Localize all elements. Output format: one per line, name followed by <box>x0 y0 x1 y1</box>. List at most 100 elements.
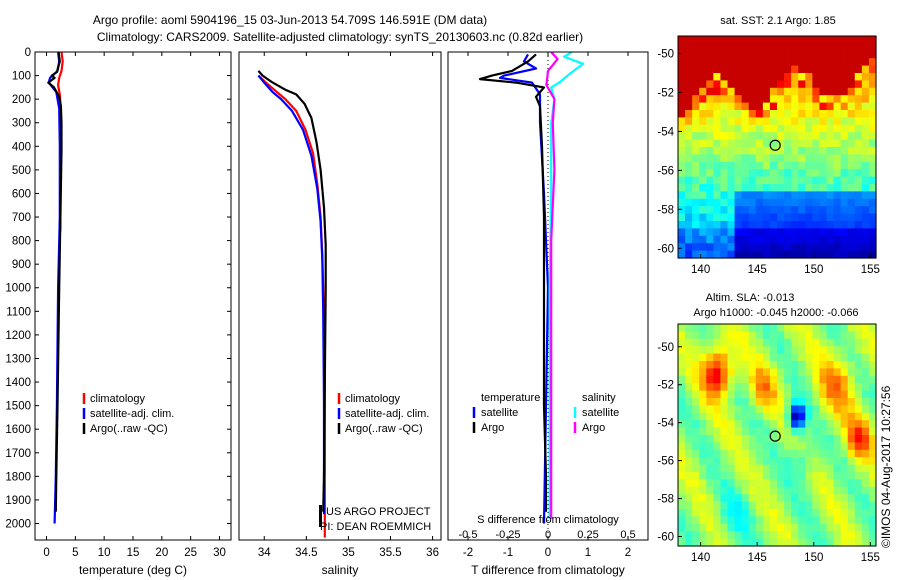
sst-map-cell <box>748 132 757 141</box>
sst-map-cell <box>861 147 870 155</box>
sst-map-cell <box>720 161 729 170</box>
sla-map-cell <box>762 398 771 406</box>
sst-map-cell <box>847 87 856 96</box>
sla-map-cell <box>833 398 842 406</box>
sst-map-cell <box>840 87 849 96</box>
sla-map-cell <box>734 509 743 517</box>
sla-map-cell <box>769 346 778 355</box>
sla-map-cell <box>791 361 799 369</box>
sst-map-cell <box>868 95 877 104</box>
sla-map-cell <box>699 420 707 429</box>
sst-map-cell <box>854 110 863 118</box>
sst-map-cell <box>741 184 750 192</box>
sla-map-cell <box>727 479 736 488</box>
sst-map-cell <box>861 87 870 96</box>
sst-map-cell <box>713 206 722 215</box>
sst-map-cell <box>847 73 856 81</box>
sst-map-cell <box>833 243 842 252</box>
sla-map-cell <box>692 405 700 414</box>
sst-map-cell <box>678 87 686 96</box>
sst-map-cell <box>777 184 785 192</box>
sst-map-cell <box>713 102 722 111</box>
sst-map-cell <box>734 147 743 155</box>
sla-map-cell <box>833 501 842 510</box>
sla-map-cell <box>713 405 722 414</box>
sla-map-cell <box>798 486 806 495</box>
sst-map-cell <box>777 95 785 104</box>
temperature-xlabel: temperature (deg C) <box>79 563 187 577</box>
sla-map-cell <box>692 324 700 332</box>
sla-map-cell <box>868 538 877 547</box>
sst-map-cell <box>706 139 714 148</box>
sst-map-cell <box>762 50 771 59</box>
sla-map-cell <box>861 368 870 377</box>
sst-map-cell <box>819 36 828 44</box>
sst-map-cell <box>720 191 729 200</box>
sst-map-cell <box>840 117 849 126</box>
sst-map-cell <box>769 235 778 244</box>
sla-map-cell <box>812 368 821 377</box>
sst-map-cell <box>699 235 707 244</box>
sla-map-cell <box>762 383 771 392</box>
sla-map-cell <box>692 479 700 488</box>
sst-map-cell <box>847 191 856 200</box>
sst-map-cell <box>762 161 771 170</box>
sla-map-cell <box>685 509 693 517</box>
sst-map-cell <box>854 198 863 207</box>
sst-map-cell <box>741 58 750 67</box>
sla-map-cell <box>720 449 729 458</box>
sst-map-cell <box>805 228 813 237</box>
temperature-ytick-label: 1400 <box>5 377 31 389</box>
sst-map-cell <box>833 161 842 170</box>
sst-map-cell <box>713 147 722 155</box>
sst-map-cell <box>769 206 778 215</box>
sla-map-cell <box>784 338 792 347</box>
sla-map-cell <box>685 324 693 332</box>
sla-map-cell <box>798 509 806 517</box>
sla-map-cell <box>826 472 835 480</box>
sla-map-cell <box>706 509 714 517</box>
sla-map-cell <box>699 390 707 399</box>
sst-map-cell <box>868 154 877 163</box>
sla-map-cell <box>791 412 799 421</box>
differences-series-2 <box>548 52 585 519</box>
sla-map-cell <box>706 353 714 362</box>
sst-map-cell <box>755 221 764 229</box>
sst-map-cell <box>812 243 821 252</box>
sla-map-cell <box>748 390 757 399</box>
sla-map-cell <box>727 523 736 532</box>
sla-map-cell <box>819 509 828 517</box>
sst-map-cell <box>812 161 821 170</box>
sst-map-cell <box>791 147 799 155</box>
sst-map-cell <box>692 50 700 59</box>
sla-map-cell <box>685 523 693 532</box>
sla-map-cell <box>685 449 693 458</box>
sst-map-cell <box>720 73 729 81</box>
salinity-xlabel: salinity <box>322 563 359 577</box>
sst-map-cell <box>727 221 736 229</box>
sst-map-cell <box>734 154 743 163</box>
sla-map-cell <box>755 516 764 525</box>
sla-map-cell <box>713 353 722 362</box>
sla-map-cell <box>868 353 877 362</box>
sla-map-cell <box>798 375 806 384</box>
sst-map-cell <box>741 110 750 118</box>
sst-map-cell <box>769 147 778 155</box>
title-line-1: Argo profile: aoml 5904196_15 03-Jun-201… <box>93 13 487 27</box>
sla-map-cell <box>734 353 743 362</box>
sla-map-cell <box>769 331 778 340</box>
sst-map-cell <box>826 198 835 207</box>
sla-map-cell <box>727 427 736 436</box>
sla-map-cell <box>741 449 750 458</box>
sla-map-cell <box>784 472 792 480</box>
sla-map-cell <box>769 538 778 547</box>
sla-map-cell <box>748 361 757 369</box>
sst-map-cell <box>734 228 743 237</box>
sla-map-cell <box>741 531 750 540</box>
sla-map-cell <box>755 324 764 332</box>
sla-map-cell <box>812 464 821 473</box>
sst-map-cell <box>777 102 785 111</box>
sst-map-cell <box>685 184 693 192</box>
sla-map-cell <box>741 464 750 473</box>
temperature-xtick-label: 10 <box>98 547 111 559</box>
